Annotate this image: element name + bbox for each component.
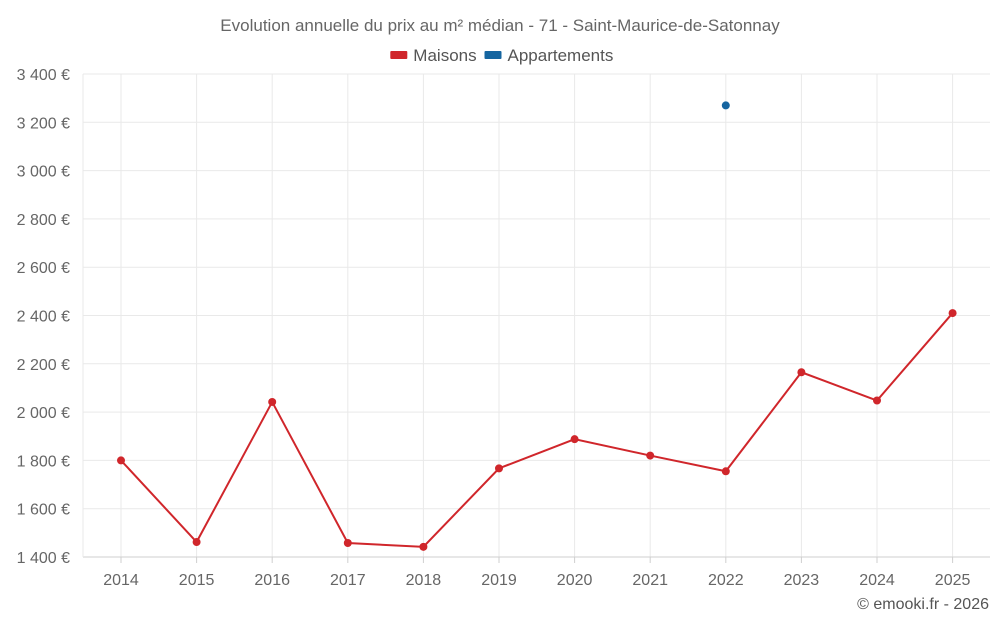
data-point-maisons[interactable]	[948, 309, 957, 318]
y-tick-label: 2 800 €	[17, 212, 70, 229]
legend-swatch-appartements	[484, 51, 502, 59]
legend-swatch-maisons	[390, 51, 408, 59]
x-tick-label: 2024	[859, 572, 895, 589]
y-tick-label: 2 600 €	[17, 260, 70, 277]
x-tick-label: 2021	[632, 572, 668, 589]
data-point-maisons[interactable]	[797, 368, 806, 377]
y-tick-label: 3 000 €	[17, 164, 70, 181]
data-point-maisons[interactable]	[570, 435, 579, 444]
data-point-appartements[interactable]	[721, 101, 730, 110]
x-tick-label: 2018	[406, 572, 442, 589]
legend: Maisons Appartements	[390, 46, 613, 65]
y-tick-label: 1 400 €	[17, 550, 70, 567]
y-tick-label: 3 200 €	[17, 115, 70, 132]
legend-label-maisons[interactable]: Maisons	[413, 46, 476, 65]
data-point-maisons[interactable]	[117, 456, 125, 465]
x-tick-label: 2023	[784, 572, 820, 589]
credit-text: © emooki.fr - 2026	[857, 596, 989, 613]
data-point-maisons[interactable]	[268, 397, 277, 406]
x-tick-label: 2019	[481, 572, 517, 589]
x-tick-label: 2016	[254, 572, 290, 589]
x-tick-label: 2015	[179, 572, 215, 589]
data-point-maisons[interactable]	[646, 451, 655, 460]
x-tick-label: 2014	[103, 572, 139, 589]
legend-label-appartements[interactable]: Appartements	[508, 46, 614, 65]
chart-title: Evolution annuelle du prix au m² médian …	[220, 16, 780, 35]
data-point-maisons[interactable]	[721, 467, 730, 476]
series-line-maisons	[120, 312, 954, 548]
y-tick-label: 1 800 €	[17, 453, 70, 470]
y-tick-label: 2 200 €	[17, 357, 70, 374]
y-tick-label: 1 600 €	[17, 502, 70, 519]
y-tick-label: 3 400 €	[17, 67, 70, 84]
grid	[83, 73, 990, 558]
y-tick-label: 2 400 €	[17, 309, 70, 326]
axes: 1 400 € 1 600 € 1 800 € 2 000 € 2 200 € 2 400…	[17, 67, 990, 589]
data-point-maisons[interactable]	[495, 464, 503, 473]
x-tick-label: 2020	[557, 572, 593, 589]
x-tick-label: 2025	[935, 572, 971, 589]
x-tick-label: 2017	[330, 572, 366, 589]
x-tick-label: 2022	[708, 572, 744, 589]
data-point-maisons[interactable]	[419, 542, 428, 551]
series-layer	[117, 101, 957, 551]
data-point-maisons[interactable]	[873, 396, 881, 405]
y-tick-label: 2 000 €	[17, 405, 70, 422]
data-point-maisons[interactable]	[343, 538, 352, 547]
data-point-maisons[interactable]	[192, 538, 201, 547]
